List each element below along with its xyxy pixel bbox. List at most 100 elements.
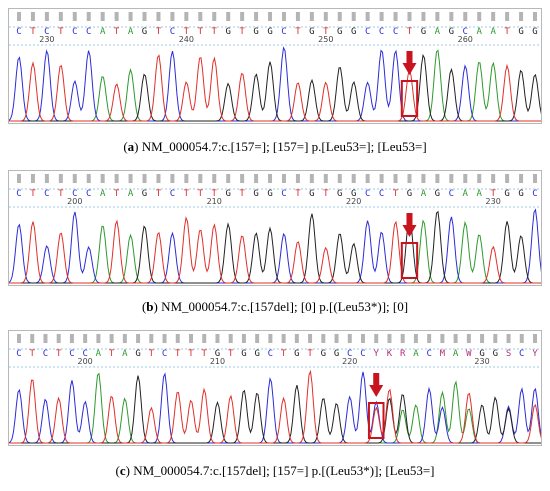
base-call: C (72, 189, 77, 199)
base-call: T (407, 27, 413, 37)
quality-bar (189, 334, 193, 343)
quality-bar (477, 12, 482, 21)
quality-bar (491, 174, 496, 183)
quality-bar (337, 174, 342, 183)
quality-bar (281, 334, 286, 343)
quality-bar (361, 334, 365, 343)
quality-bar (435, 12, 440, 21)
base-call: G (253, 27, 258, 37)
quality-bar (491, 12, 496, 21)
base-call: G (351, 189, 356, 199)
base-call: C (268, 349, 273, 359)
quality-bar (309, 174, 314, 183)
base-call: G (407, 189, 412, 199)
base-call: T (228, 349, 234, 359)
quality-bar (72, 12, 77, 21)
position-label: 250 (318, 35, 333, 44)
quality-bar (170, 174, 175, 183)
chromatogram-a: C T C T C C A T A G T C T T T G T G G C T G T G G C C C T G A G C A A T G G23… (9, 12, 541, 122)
quality-bar (109, 334, 114, 343)
base-call: T (156, 27, 162, 37)
base-call: C (281, 189, 286, 199)
base-call: C (379, 189, 384, 199)
position-label: 200 (67, 197, 82, 206)
chromatogram-panel-b: C T C T C C A T A G T C T T T G T G G C T G T G G C C T G A G C A A T G G C 20… (8, 170, 542, 286)
quality-bar (128, 12, 133, 21)
base-call: C (43, 349, 48, 359)
base-call: T (295, 27, 301, 37)
quality-bar (56, 334, 61, 343)
quality-bar (170, 12, 175, 21)
quality-bar (281, 174, 286, 183)
quality-bar (58, 174, 63, 183)
base-call: C (519, 349, 524, 359)
quality-bar (43, 334, 48, 343)
quality-bar (44, 174, 49, 183)
quality-bar (226, 12, 231, 21)
base-call: C (463, 27, 468, 37)
trace-A (9, 219, 541, 284)
caption-b: (b) NM_000054.7:c.[157del]; [0] p.[(Leu5… (141, 299, 409, 314)
base-call: G (479, 349, 484, 359)
base-call: G (518, 189, 523, 199)
base-call: C (170, 189, 175, 199)
chromatogram-panel-a: C T C T C C A T A G T C T T T G T G G C T G T G G C C C T G A G C A A T G G 23… (8, 8, 542, 124)
quality-bar (337, 12, 342, 21)
base-call: T (307, 349, 313, 359)
base-call: T (281, 349, 287, 359)
quality-bar (86, 12, 91, 21)
quality-bar (268, 12, 273, 21)
trace-T (9, 54, 541, 122)
position-label: 210 (210, 357, 225, 366)
base-call: G (532, 27, 537, 37)
base-call: T (156, 189, 162, 199)
base-call: G (421, 27, 426, 37)
quality-bar (365, 174, 370, 183)
base-call: T (184, 189, 190, 199)
quality-bar (493, 334, 498, 343)
base-call: G (504, 189, 509, 199)
base-call: C (16, 189, 21, 199)
quality-bar (323, 12, 328, 21)
quality-bar (255, 334, 260, 343)
base-call: C (82, 349, 87, 359)
quality-bar (334, 334, 339, 343)
quality-bar (323, 174, 328, 183)
base-call: G (215, 349, 220, 359)
quality-bar (505, 12, 510, 21)
quality-bar (413, 334, 418, 343)
base-call: C (365, 27, 370, 37)
base-call: C (379, 27, 384, 37)
trace-A (9, 372, 541, 444)
base-call: C (281, 27, 286, 37)
trace-T (9, 369, 541, 444)
quality-bar (519, 12, 524, 21)
base-call: C (69, 349, 74, 359)
quality-bar (96, 334, 101, 343)
quality-bar (86, 174, 91, 183)
base-call: G (294, 349, 299, 359)
quality-bar (387, 334, 392, 343)
quality-bar (83, 334, 88, 343)
quality-bar (347, 334, 352, 343)
base-call: T (56, 349, 62, 359)
base-call: A (477, 27, 483, 37)
base-call: G (241, 349, 246, 359)
quality-bar (421, 12, 426, 21)
base-call: T (295, 189, 301, 199)
position-label: 200 (78, 357, 93, 366)
base-call: T (393, 189, 399, 199)
base-call: T (184, 27, 190, 37)
quality-bar (17, 174, 21, 183)
base-call: G (267, 27, 272, 37)
quality-bar (128, 174, 133, 183)
quality-bar (136, 334, 141, 343)
base-call: G (351, 27, 356, 37)
quality-bar (506, 334, 511, 343)
base-call: C (162, 349, 167, 359)
base-call: R (400, 349, 406, 359)
position-label: 230 (474, 357, 489, 366)
quality-bar (407, 174, 412, 183)
position-label: 210 (207, 197, 222, 206)
quality-bar (122, 334, 127, 343)
